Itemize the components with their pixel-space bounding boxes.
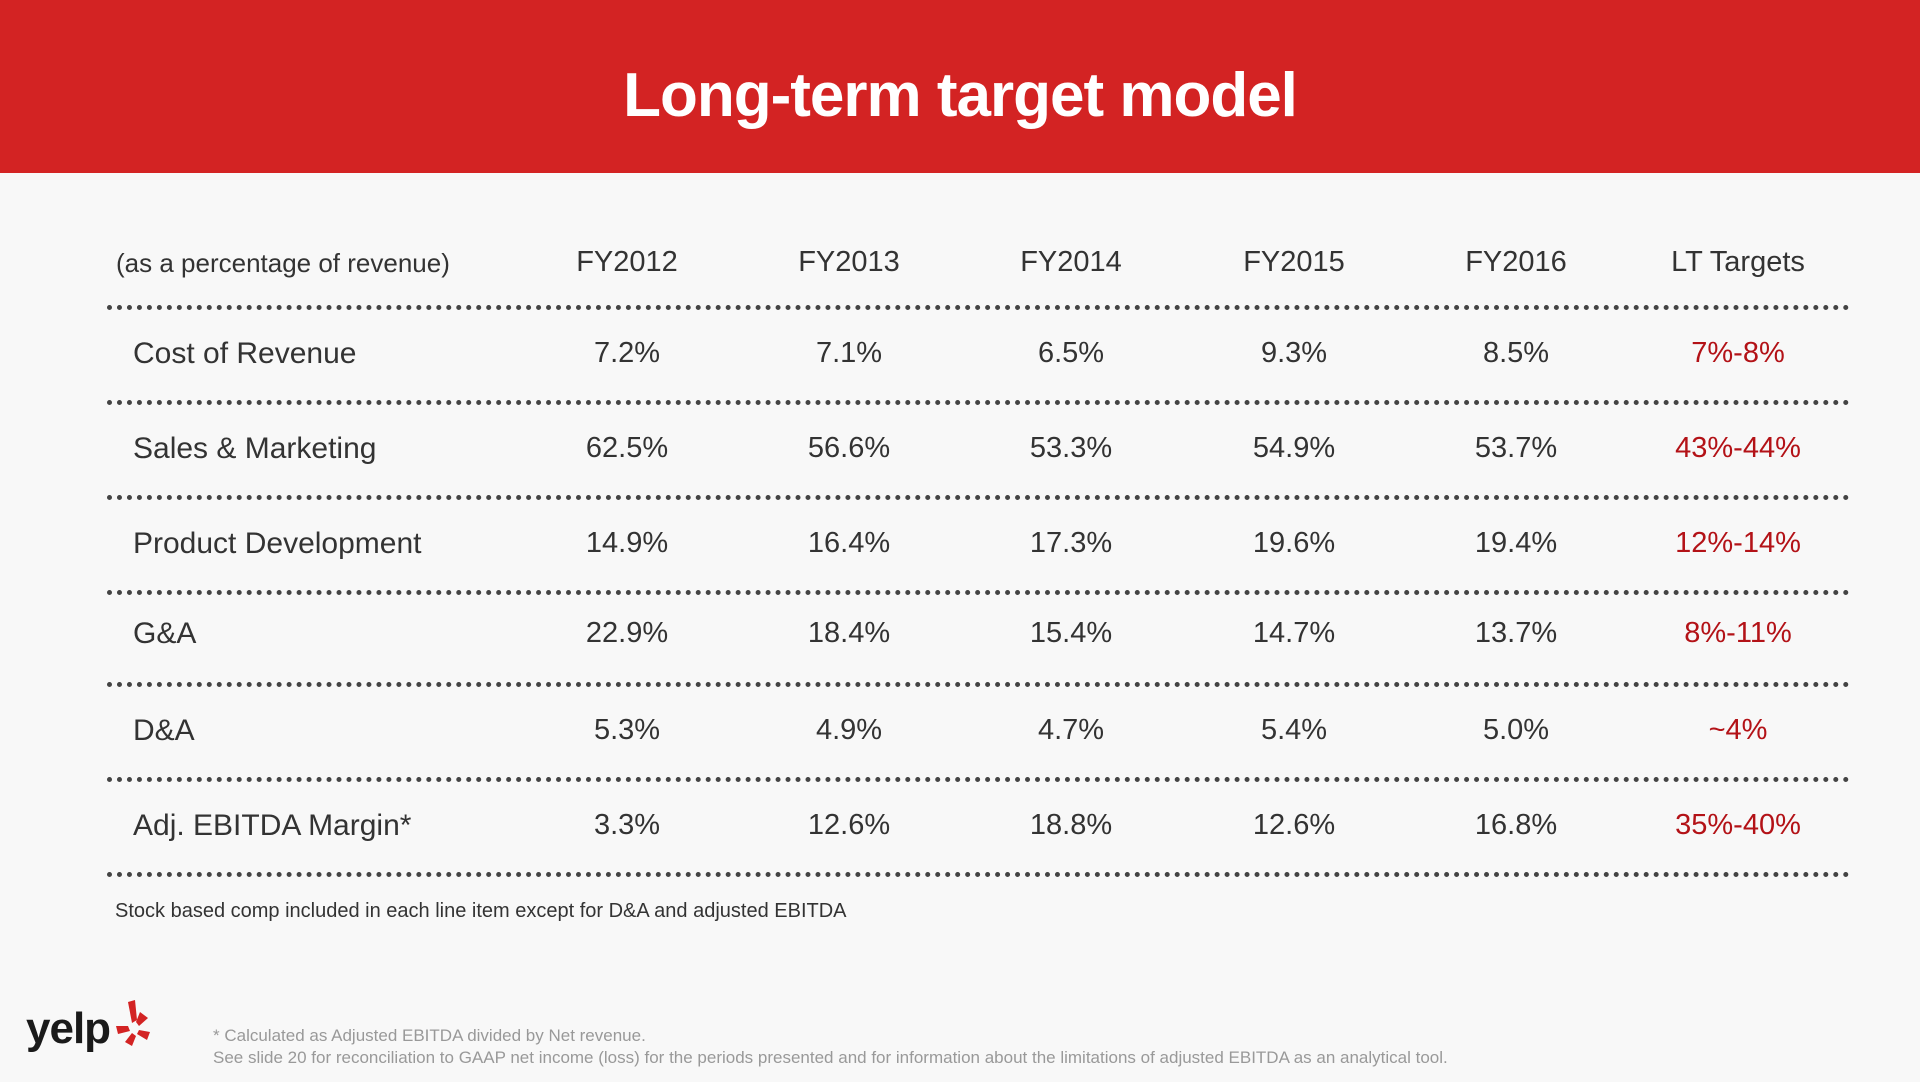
dotted-divider	[107, 305, 1850, 310]
target-model-table: (as a percentage of revenue) FY2012 FY20…	[107, 230, 1850, 877]
table-cell: 54.9%	[1252, 432, 1336, 464]
table-cell: 19.6%	[1252, 527, 1336, 559]
table-cell: 14.7%	[1252, 617, 1336, 649]
table-row: Cost of Revenue 7.2% 7.1% 6.5% 9.3% 8.5%…	[107, 310, 1850, 405]
table-row: D&A 5.3% 4.9% 4.7% 5.4% 5.0% ~4%	[107, 687, 1850, 782]
table-cell: 9.3%	[1260, 337, 1328, 369]
table-cell: 7.1%	[815, 337, 883, 369]
table-cell: 5.3%	[593, 714, 661, 746]
table-header-row: (as a percentage of revenue) FY2012 FY20…	[107, 230, 1850, 310]
row-label: Adj. EBITDA Margin*	[133, 809, 412, 842]
dotted-divider	[107, 682, 1850, 687]
footnote-line: * Calculated as Adjusted EBITDA divided …	[213, 1026, 646, 1045]
table-cell: 18.8%	[1029, 809, 1113, 841]
table-row: Sales & Marketing 62.5% 56.6% 53.3% 54.9…	[107, 405, 1850, 500]
table-cell: 8.5%	[1482, 337, 1550, 369]
table-row: G&A 22.9% 18.4% 15.4% 14.7% 13.7% 8%-11%	[107, 595, 1850, 687]
row-label: Sales & Marketing	[133, 432, 377, 465]
table-row: Adj. EBITDA Margin* 3.3% 12.6% 18.8% 12.…	[107, 782, 1850, 877]
table-cell: 16.8%	[1474, 809, 1558, 841]
logo-wordmark: yelp	[26, 1004, 111, 1053]
table-cell: 5.0%	[1482, 714, 1550, 746]
target-cell: ~4%	[1708, 714, 1768, 746]
table-cell: 18.4%	[807, 617, 891, 649]
footnotes: * Calculated as Adjusted EBITDA divided …	[213, 1025, 1448, 1069]
target-cell: 7%-8%	[1691, 337, 1785, 369]
table-row: Product Development 14.9% 16.4% 17.3% 19…	[107, 500, 1850, 595]
target-cell: 8%-11%	[1684, 617, 1792, 649]
dotted-divider	[107, 590, 1850, 595]
row-label: Cost of Revenue	[133, 337, 357, 370]
yelp-burst-icon	[116, 1000, 150, 1046]
table-cell: 22.9%	[585, 617, 669, 649]
column-header-fy2012: FY2012	[576, 246, 678, 278]
row-label: G&A	[133, 617, 197, 650]
target-cell: 43%-44%	[1675, 432, 1801, 464]
table-cell: 3.3%	[593, 809, 661, 841]
dotted-divider	[107, 495, 1850, 500]
row-label: Product Development	[133, 527, 422, 560]
stock-comp-note: Stock based comp included in each line i…	[115, 900, 847, 922]
table-cell: 7.2%	[593, 337, 661, 369]
table-cell: 17.3%	[1029, 527, 1113, 559]
table-cell: 62.5%	[585, 432, 669, 464]
table-cell: 12.6%	[807, 809, 891, 841]
dotted-divider	[107, 872, 1850, 877]
table-cell: 5.4%	[1260, 714, 1328, 746]
page-title: Long-term target model	[623, 61, 1298, 130]
table-cell: 56.6%	[807, 432, 891, 464]
dotted-divider	[107, 400, 1850, 405]
row-label: D&A	[133, 714, 195, 747]
dotted-divider	[107, 777, 1850, 782]
column-header-fy2015: FY2015	[1243, 246, 1345, 278]
table-cell: 4.9%	[815, 714, 883, 746]
table-cell: 16.4%	[807, 527, 891, 559]
table-cell: 19.4%	[1474, 527, 1558, 559]
title-banner: Long-term target model	[0, 0, 1920, 173]
table-cell: 6.5%	[1037, 337, 1105, 369]
target-cell: 12%-14%	[1675, 527, 1801, 559]
target-cell: 35%-40%	[1675, 809, 1801, 841]
table-cell: 4.7%	[1037, 714, 1105, 746]
column-header-fy2014: FY2014	[1020, 246, 1122, 278]
table-cell: 13.7%	[1474, 617, 1558, 649]
column-header-description: (as a percentage of revenue)	[116, 248, 450, 278]
table-cell: 53.3%	[1029, 432, 1113, 464]
column-header-fy2013: FY2013	[798, 246, 900, 278]
footnote-line: See slide 20 for reconciliation to GAAP …	[213, 1048, 1448, 1067]
column-header-fy2016: FY2016	[1465, 246, 1567, 278]
table-cell: 15.4%	[1029, 617, 1113, 649]
table-cell: 53.7%	[1474, 432, 1558, 464]
column-header-lt-targets: LT Targets	[1671, 246, 1805, 278]
table-cell: 14.9%	[585, 527, 669, 559]
table-cell: 12.6%	[1252, 809, 1336, 841]
yelp-logo: yelp	[24, 996, 154, 1060]
